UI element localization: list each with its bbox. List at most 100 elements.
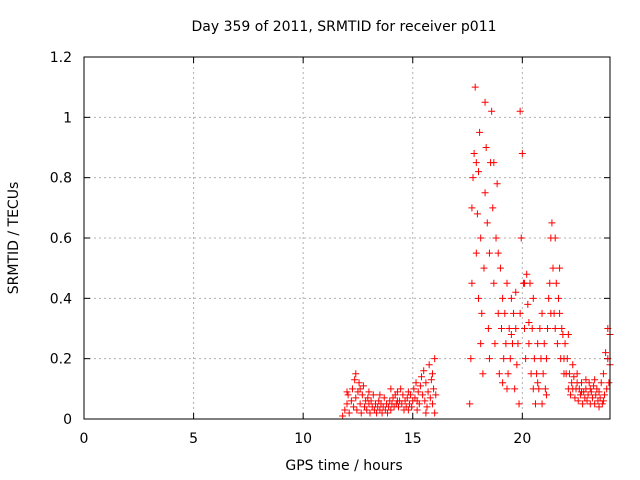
data-point [477, 340, 485, 348]
data-point [571, 394, 579, 402]
data-point [503, 279, 511, 287]
data-point [528, 325, 536, 332]
data-point [493, 180, 501, 188]
data-point [404, 388, 412, 396]
data-point [366, 409, 374, 417]
data-point [412, 379, 420, 387]
data-point [525, 340, 533, 348]
data-point [495, 370, 503, 378]
data-point [387, 406, 395, 414]
axis-ticks: 0 5 10 15 20 0 0.2 0.4 0.6 0.8 1 1.2 [50, 50, 610, 447]
data-point [506, 355, 514, 363]
data-point [352, 370, 360, 378]
data-point [482, 144, 490, 151]
data-point [545, 294, 553, 302]
data-point [599, 370, 607, 378]
data-point [514, 340, 522, 348]
data-point [416, 382, 424, 390]
data-point [539, 370, 547, 378]
data-point [410, 385, 418, 393]
x-tick-label: 20 [513, 431, 531, 447]
data-point [524, 300, 532, 308]
data-point [387, 385, 395, 393]
data-point [503, 385, 511, 393]
data-point [398, 400, 406, 408]
data-point [481, 98, 489, 106]
data-point [512, 288, 520, 296]
data-point [542, 391, 550, 399]
data-point [467, 355, 475, 363]
data-point [501, 309, 509, 317]
data-point [475, 294, 482, 302]
data-point [353, 406, 361, 414]
y-axis-label: SRMTID / TECUs [6, 182, 22, 295]
data-point [471, 83, 479, 91]
data-point [598, 400, 606, 408]
data-point [591, 400, 599, 408]
data-point [516, 309, 524, 317]
data-point [517, 234, 525, 242]
data-point [494, 309, 502, 317]
data-point [570, 373, 578, 381]
data-point [511, 385, 519, 393]
data-point [578, 379, 586, 387]
data-point [516, 107, 524, 115]
data-point [522, 355, 530, 363]
y-tick-label: 1.2 [50, 50, 72, 66]
data-point [423, 403, 431, 411]
data-point [355, 379, 363, 387]
data-point [358, 391, 366, 399]
plot-frame [83, 56, 611, 420]
data-point [560, 370, 568, 378]
data-point [592, 391, 600, 399]
data-point [431, 355, 439, 363]
data-point [491, 340, 499, 348]
data-point [376, 391, 384, 399]
chart-title: Day 359 of 2011, SRMTID for receiver p01… [191, 19, 496, 35]
data-point [420, 367, 428, 375]
data-point [507, 294, 515, 302]
data-point [484, 325, 492, 332]
data-point [367, 397, 375, 405]
data-point [507, 331, 515, 339]
grid [84, 57, 610, 419]
data-point [421, 397, 429, 405]
data-point [525, 318, 533, 326]
data-point [472, 159, 480, 167]
data-point [534, 379, 542, 387]
data-point [502, 340, 510, 348]
data-point [364, 394, 372, 402]
data-point [426, 394, 434, 402]
data-point [590, 382, 598, 390]
data-point [602, 349, 610, 357]
data-point [556, 309, 564, 317]
data-point [578, 388, 586, 396]
data-point [357, 409, 365, 417]
data-point [466, 400, 474, 408]
data-point [582, 376, 590, 384]
data-point [473, 210, 481, 218]
data-point [393, 388, 401, 396]
data-point [576, 391, 584, 399]
y-tick-label: 0.4 [50, 291, 72, 307]
data-point [569, 361, 577, 369]
data-point [344, 391, 352, 399]
data-point [422, 379, 430, 387]
data-point [414, 388, 422, 396]
data-point [475, 168, 482, 176]
data-point [533, 370, 541, 378]
data-point [343, 400, 351, 408]
data-point [496, 264, 504, 272]
data-point [430, 385, 438, 393]
data-point [553, 340, 561, 348]
data-point [485, 249, 493, 257]
data-point [350, 403, 358, 411]
data-point [587, 388, 595, 396]
data-point [601, 391, 609, 399]
data-point [573, 370, 581, 378]
data-point [538, 400, 546, 408]
data-point [541, 385, 549, 393]
data-point [483, 219, 491, 227]
data-point [588, 394, 596, 402]
